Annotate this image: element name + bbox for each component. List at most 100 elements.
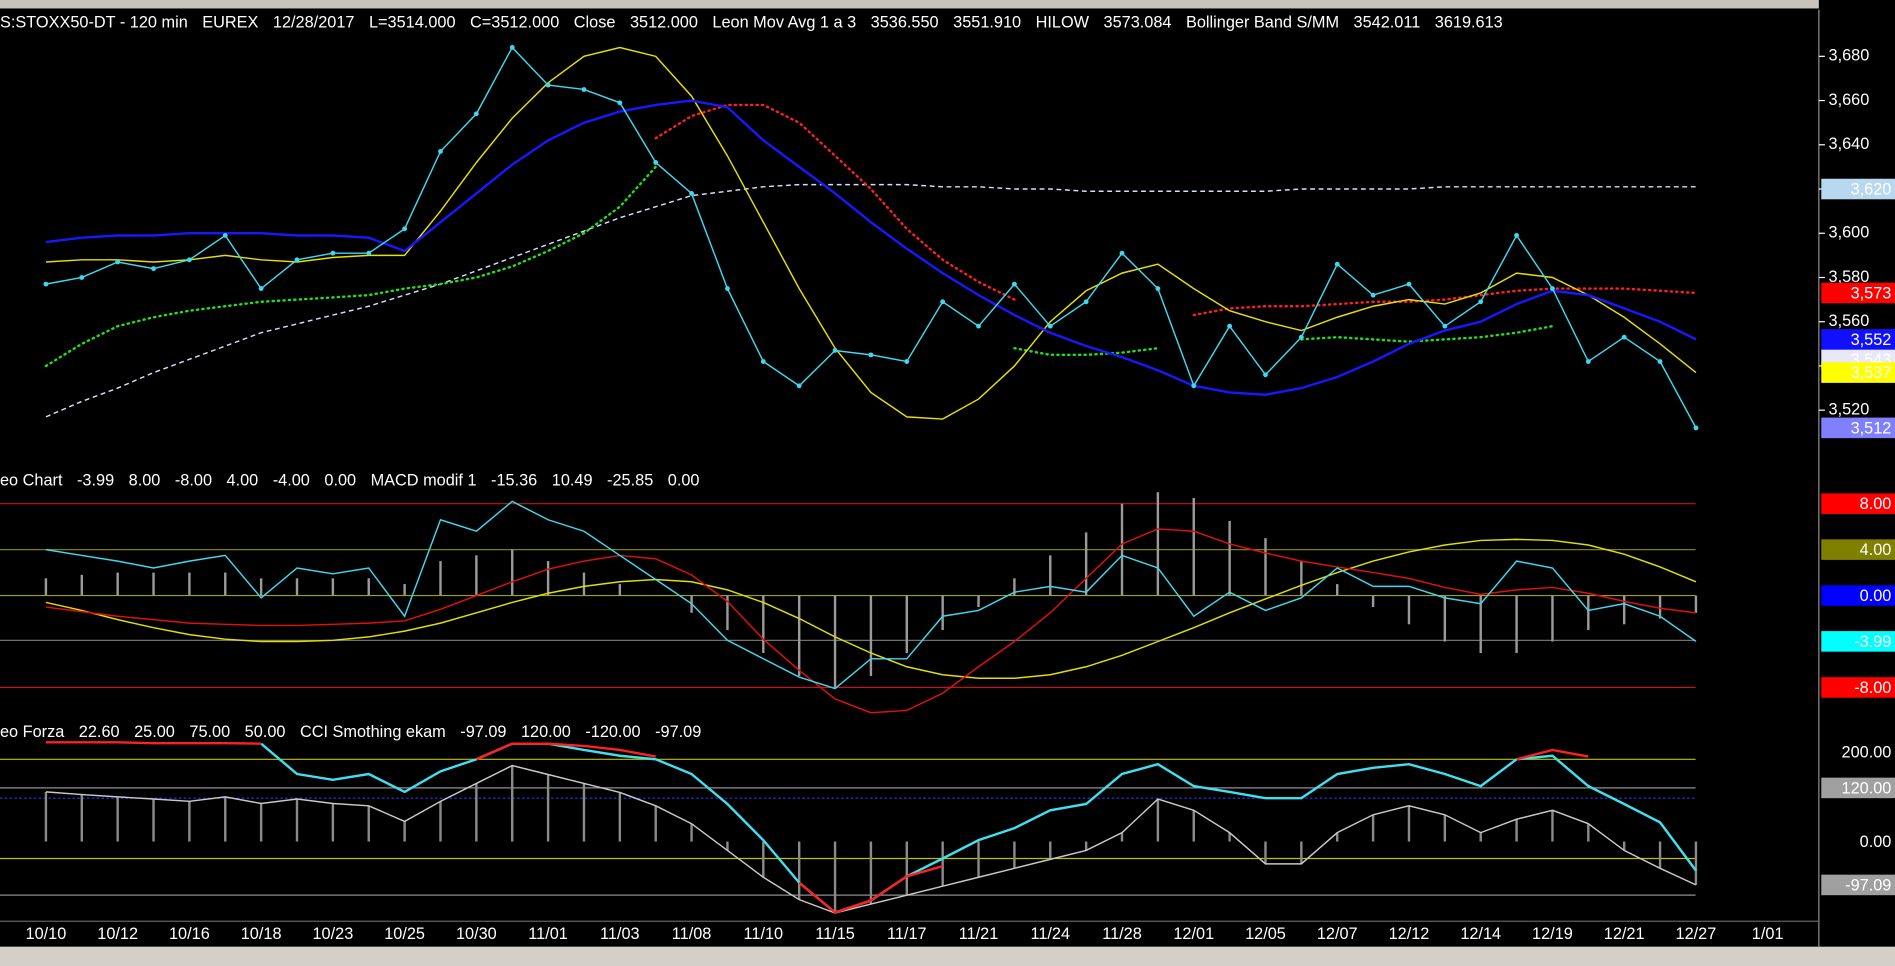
histogram-bar <box>80 574 84 596</box>
histogram-bar <box>869 595 873 676</box>
legend-item: 3512.000 <box>630 13 698 31</box>
x-tick-label: 10/23 <box>312 925 353 943</box>
histogram-bar <box>367 805 370 842</box>
histogram-bar <box>475 555 478 596</box>
histogram-bar <box>1084 841 1088 851</box>
close-point <box>1621 334 1627 340</box>
x-tick-label: 10/16 <box>169 925 210 943</box>
legend-item: -15.36 <box>491 471 537 489</box>
y-tick-label: 3,640 <box>1829 135 1870 153</box>
histogram-bar <box>582 572 586 596</box>
legend-item: EUREX <box>202 13 258 31</box>
histogram-bar <box>331 803 335 842</box>
legend-item: C=3512.000 <box>470 13 559 31</box>
histogram-bar <box>1515 595 1518 653</box>
price-tag-label: 200.00 <box>1842 744 1892 762</box>
x-tick-label: 11/17 <box>887 925 927 943</box>
histogram-bar <box>1479 595 1482 653</box>
close-point <box>545 82 551 88</box>
series-line <box>45 500 1697 690</box>
x-tick-label: 12/21 <box>1604 925 1645 943</box>
close-point <box>1263 372 1268 378</box>
price-tag <box>1821 631 1895 652</box>
histogram-bar <box>1479 832 1482 842</box>
x-tick-label: 11/01 <box>528 925 568 943</box>
histogram-bar <box>1300 841 1303 864</box>
x-tick-label: 12/12 <box>1389 925 1430 943</box>
legend-item: -4.00 <box>273 471 310 489</box>
price-tag <box>1821 539 1895 560</box>
histogram-bar <box>797 595 801 676</box>
price-tag-label: 3,537 <box>1851 364 1892 382</box>
histogram-bar <box>1336 832 1339 842</box>
legend-item: -97.09 <box>460 723 506 741</box>
close-point <box>1514 233 1519 238</box>
price-tag-label: 8.00 <box>1860 495 1892 513</box>
histogram-bar <box>654 805 657 842</box>
histogram-bar <box>188 801 191 842</box>
x-tick-label: 12/05 <box>1245 925 1286 943</box>
histogram-bar <box>1336 584 1339 596</box>
legend-item: L=3514.000 <box>369 13 456 31</box>
histogram-bar <box>833 595 837 688</box>
legend-item: 12/28/2017 <box>273 13 355 31</box>
histogram-bar <box>1228 520 1231 596</box>
price-tag-label: -8.00 <box>1854 679 1891 697</box>
histogram-bar <box>1300 561 1303 596</box>
price-tag <box>1821 585 1895 606</box>
close-point <box>43 281 49 287</box>
close-point <box>402 226 408 232</box>
price-tag <box>1821 777 1895 799</box>
legend-item: 3619.613 <box>1435 13 1503 31</box>
series-line <box>44 165 1554 368</box>
x-tick-label: 11/10 <box>744 925 784 943</box>
series-line <box>45 538 1697 679</box>
legend-item: -3.99 <box>77 471 114 489</box>
legend-item: MACD modif 1 <box>371 471 477 489</box>
histogram-bar <box>1551 595 1554 642</box>
histogram-bar <box>511 549 514 596</box>
y-tick-label: 3,520 <box>1829 400 1870 418</box>
histogram-bar <box>403 584 406 596</box>
histogram-bar <box>1013 578 1016 596</box>
close-point <box>1083 299 1089 305</box>
histogram-bar <box>905 595 909 653</box>
legend-item: 0.00 <box>668 471 700 489</box>
histogram-bar <box>1192 810 1195 842</box>
legend-item: Close <box>574 13 616 31</box>
histogram-bar <box>188 572 191 596</box>
legend-item: S:STOXX50-DT - 120 min <box>0 13 188 31</box>
close-point <box>581 87 587 92</box>
price-tag <box>1821 677 1895 698</box>
histogram-bar <box>511 765 514 842</box>
histogram-bar <box>869 841 873 905</box>
histogram-bar <box>941 595 944 631</box>
histogram-bar <box>1407 595 1411 625</box>
price-tag <box>1821 831 1895 852</box>
histogram-bar <box>152 799 155 842</box>
histogram-bar <box>295 799 299 842</box>
price-tag-label: 120.00 <box>1842 779 1892 797</box>
histogram-bar <box>1156 492 1160 596</box>
close-point <box>151 266 156 272</box>
histogram-bar <box>1658 595 1662 619</box>
price-tag-label: 0.00 <box>1860 587 1892 605</box>
histogram-bar <box>44 791 48 842</box>
histogram-bar <box>331 578 335 596</box>
histogram-bar <box>1049 841 1052 860</box>
legend-item: 0.00 <box>324 471 356 489</box>
close-point <box>1657 359 1663 364</box>
price-tag-label: 0.00 <box>1860 833 1892 851</box>
legend-item: 22.60 <box>79 723 120 741</box>
histogram-bar <box>618 584 622 596</box>
close-point <box>832 348 838 353</box>
close-point <box>1191 383 1197 389</box>
legend-item: 3536.550 <box>871 13 939 31</box>
close-point <box>1227 323 1233 329</box>
legend-item: 3573.084 <box>1104 13 1172 31</box>
close-point <box>976 323 981 329</box>
histogram-bar <box>403 821 406 842</box>
close-point <box>79 275 85 280</box>
toolbar[interactable] <box>0 0 1819 9</box>
series-line <box>45 46 1697 420</box>
